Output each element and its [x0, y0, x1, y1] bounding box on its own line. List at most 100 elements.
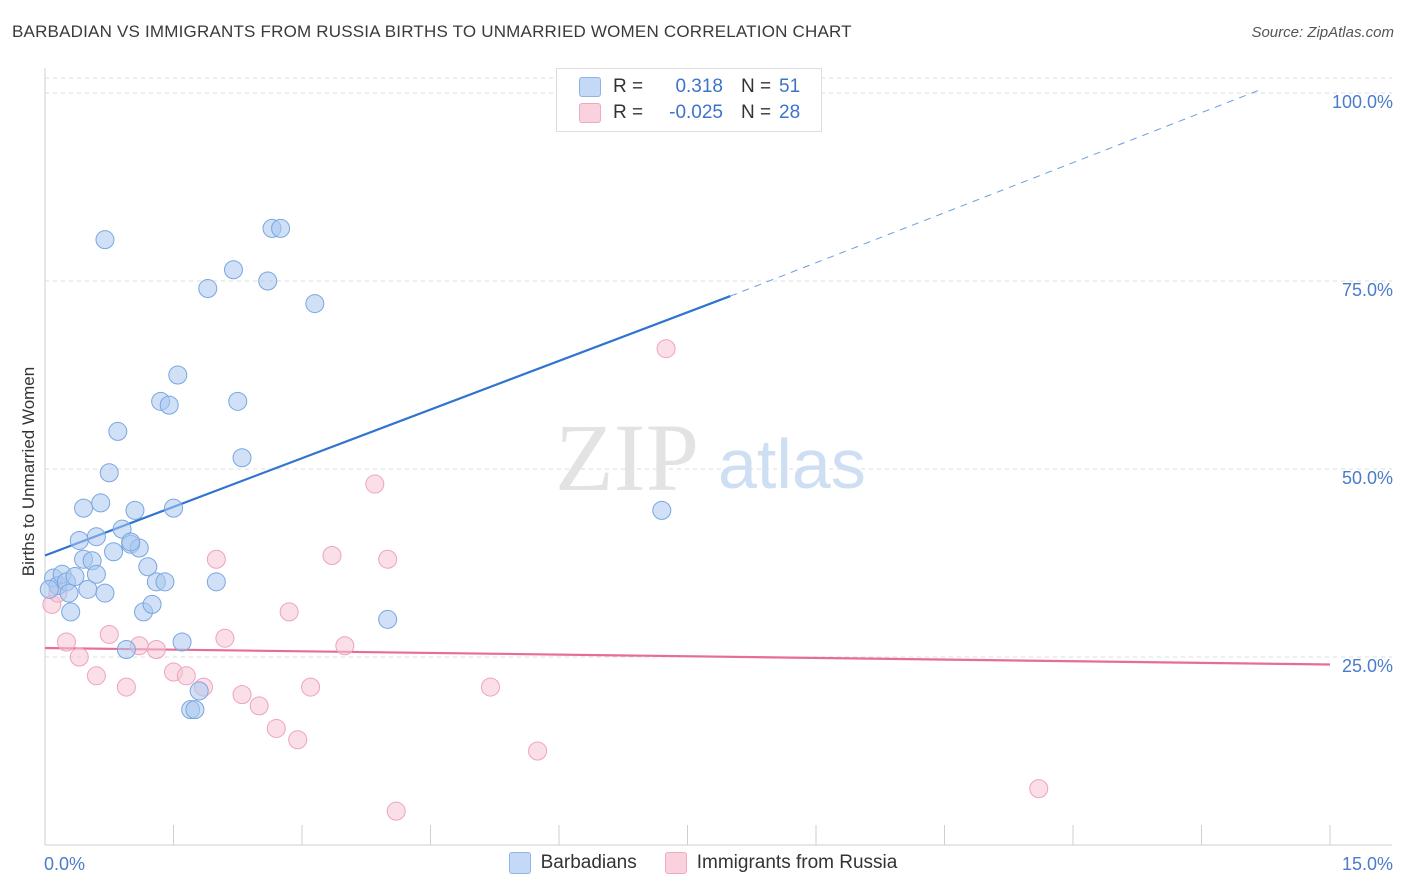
point-russia — [249, 696, 269, 716]
point-russia — [528, 741, 548, 761]
series-legend: Barbadians Immigrants from Russia — [0, 852, 1406, 874]
point-barbadian — [271, 218, 291, 238]
legend-swatch-pink — [579, 103, 601, 123]
point-russia — [1029, 779, 1049, 799]
legend-n-value: 51 — [779, 76, 801, 97]
point-russia — [116, 677, 136, 697]
point-barbadian — [65, 567, 85, 587]
y-tick-label: 50.0% — [1342, 468, 1393, 488]
legend-item-barbadians: Barbadians — [508, 852, 637, 874]
point-barbadian — [155, 572, 175, 592]
legend-r-value: -0.025 — [669, 102, 723, 123]
point-russia — [378, 549, 398, 569]
legend-r-label: R = — [613, 76, 644, 97]
source-credit: Source: ZipAtlas.com — [1251, 24, 1394, 41]
legend-swatch-pink — [664, 852, 687, 874]
legend-r-label: R = — [613, 102, 644, 123]
trendlines — [44, 88, 1331, 666]
point-barbadian — [159, 395, 179, 415]
legend-item-russia: Immigrants from Russia — [664, 852, 898, 874]
point-barbadian — [95, 230, 115, 250]
point-russia — [215, 628, 235, 648]
x-tick-label: 15.0% — [1342, 854, 1393, 874]
point-russia — [176, 666, 196, 686]
point-barbadian — [69, 530, 89, 550]
point-russia — [288, 730, 308, 750]
x-tick-label: 0.0% — [44, 854, 85, 874]
chart-title: BARBADIAN VS IMMIGRANTS FROM RUSSIA BIRT… — [12, 22, 852, 41]
point-barbadian — [59, 583, 79, 603]
point-russia — [146, 639, 166, 659]
legend-n-label: N = — [741, 76, 772, 97]
watermark: ZIP atlas — [555, 404, 866, 511]
point-russia — [480, 677, 500, 697]
point-barbadian — [138, 557, 158, 577]
legend-n-value: 28 — [779, 102, 801, 123]
point-barbadian — [223, 260, 243, 280]
legend-r-value: 0.318 — [675, 76, 723, 97]
legend-label-russia: Immigrants from Russia — [696, 852, 898, 873]
point-russia — [99, 624, 119, 644]
point-russia — [279, 602, 299, 622]
trendline-barbadians — [44, 295, 731, 557]
legend-label-barbadians: Barbadians — [540, 852, 637, 873]
point-barbadian — [108, 421, 128, 441]
trendline-russia — [44, 646, 1331, 666]
legend-swatch-blue — [508, 852, 531, 874]
point-barbadian — [652, 500, 672, 520]
axis-labels: 25.0% 50.0% 75.0% 100.0% 0.0% 15.0% Births to … — [19, 92, 1393, 874]
point-barbadian — [116, 639, 136, 659]
point-barbadian — [39, 579, 59, 599]
point-barbadian — [74, 498, 94, 518]
point-russia — [322, 545, 342, 565]
point-barbadian — [185, 700, 205, 720]
point-barbadian — [125, 500, 145, 520]
legend-swatch-blue — [579, 77, 601, 97]
y-axis-label: Births to Unmarried Women — [19, 367, 38, 576]
point-russia — [232, 685, 252, 705]
point-barbadian — [206, 572, 226, 592]
point-russia — [656, 339, 676, 359]
point-barbadian — [86, 527, 106, 547]
legend-row-barbadians: R = 0.318 N = 51 — [579, 75, 800, 99]
point-russia — [335, 636, 355, 656]
point-barbadian — [95, 583, 115, 603]
point-barbadian — [172, 632, 192, 652]
point-barbadian — [189, 681, 209, 701]
point-barbadian — [86, 564, 106, 584]
point-barbadian — [228, 391, 248, 411]
legend-n-label: N = — [741, 102, 772, 123]
point-barbadian — [61, 602, 81, 622]
point-russia — [266, 718, 286, 738]
point-barbadian — [258, 271, 278, 291]
trendline-barbadians-extension — [730, 88, 1262, 297]
point-barbadian — [232, 448, 252, 468]
y-tick-label: 100.0% — [1332, 92, 1393, 112]
point-barbadian — [168, 365, 188, 385]
point-barbadian — [121, 532, 141, 552]
data-points — [39, 218, 1049, 821]
point-barbadian — [142, 594, 162, 614]
point-barbadian — [99, 463, 119, 483]
point-barbadian — [378, 609, 398, 629]
point-russia — [206, 549, 226, 569]
point-russia — [86, 666, 106, 686]
point-russia — [301, 677, 321, 697]
gridlines — [45, 77, 1392, 658]
point-barbadian — [305, 294, 325, 314]
point-russia — [56, 632, 76, 652]
y-tick-label: 75.0% — [1342, 280, 1393, 300]
point-barbadian — [104, 542, 124, 562]
legend-row-russia: R = -0.025 N = 28 — [579, 101, 800, 125]
point-barbadian — [164, 498, 183, 518]
point-barbadian — [198, 279, 218, 299]
watermark-zip: ZIP — [555, 404, 699, 511]
point-russia — [386, 801, 406, 821]
stats-legend: R = 0.318 N = 51 R = -0.025 N = 28 — [556, 68, 822, 132]
point-russia — [365, 474, 385, 494]
point-russia — [69, 647, 89, 667]
watermark-atlas: atlas — [718, 425, 866, 503]
point-barbadian — [91, 493, 111, 513]
y-tick-label: 25.0% — [1342, 656, 1393, 676]
